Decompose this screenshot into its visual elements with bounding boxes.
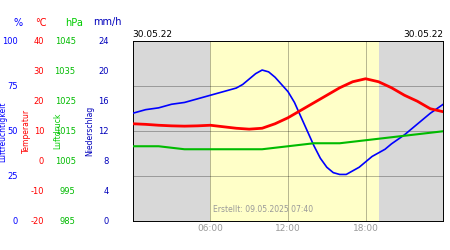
Text: mm/h: mm/h xyxy=(93,18,122,28)
Text: Erstellt: 09.05.2025 07:40: Erstellt: 09.05.2025 07:40 xyxy=(213,205,313,214)
Text: 1025: 1025 xyxy=(54,97,76,106)
Text: 12: 12 xyxy=(99,127,109,136)
Text: 75: 75 xyxy=(7,82,18,91)
Text: 20: 20 xyxy=(99,67,109,76)
Text: 30: 30 xyxy=(33,67,44,76)
Text: 1015: 1015 xyxy=(54,127,76,136)
Text: -10: -10 xyxy=(31,187,44,196)
Text: 0: 0 xyxy=(39,157,44,166)
Text: 995: 995 xyxy=(60,187,76,196)
Text: -20: -20 xyxy=(31,217,44,226)
Text: 25: 25 xyxy=(8,172,18,181)
Text: 8: 8 xyxy=(104,157,109,166)
Bar xyxy=(378,41,443,221)
Text: 0: 0 xyxy=(104,217,109,226)
Text: hPa: hPa xyxy=(65,18,83,28)
Text: 30.05.22: 30.05.22 xyxy=(133,30,173,40)
Text: Niederschlag: Niederschlag xyxy=(86,106,94,156)
Text: 10: 10 xyxy=(34,127,44,136)
Text: 985: 985 xyxy=(60,217,76,226)
Text: °C: °C xyxy=(35,18,46,28)
Text: 1005: 1005 xyxy=(54,157,76,166)
Text: Luftfeuchtigkeit: Luftfeuchtigkeit xyxy=(0,101,8,162)
Text: 100: 100 xyxy=(2,37,18,46)
Text: 1045: 1045 xyxy=(54,37,76,46)
Text: 1035: 1035 xyxy=(54,67,76,76)
Text: 50: 50 xyxy=(8,127,18,136)
Text: 20: 20 xyxy=(34,97,44,106)
Text: 16: 16 xyxy=(98,97,109,106)
Text: 40: 40 xyxy=(34,37,44,46)
Text: %: % xyxy=(14,18,22,28)
Text: Temperatur: Temperatur xyxy=(22,109,31,153)
Bar xyxy=(133,41,211,221)
Text: 0: 0 xyxy=(13,217,18,226)
Text: 30.05.22: 30.05.22 xyxy=(403,30,443,40)
Bar xyxy=(211,41,378,221)
Text: 24: 24 xyxy=(99,37,109,46)
Text: Luftdruck: Luftdruck xyxy=(53,113,62,150)
Text: 4: 4 xyxy=(104,187,109,196)
